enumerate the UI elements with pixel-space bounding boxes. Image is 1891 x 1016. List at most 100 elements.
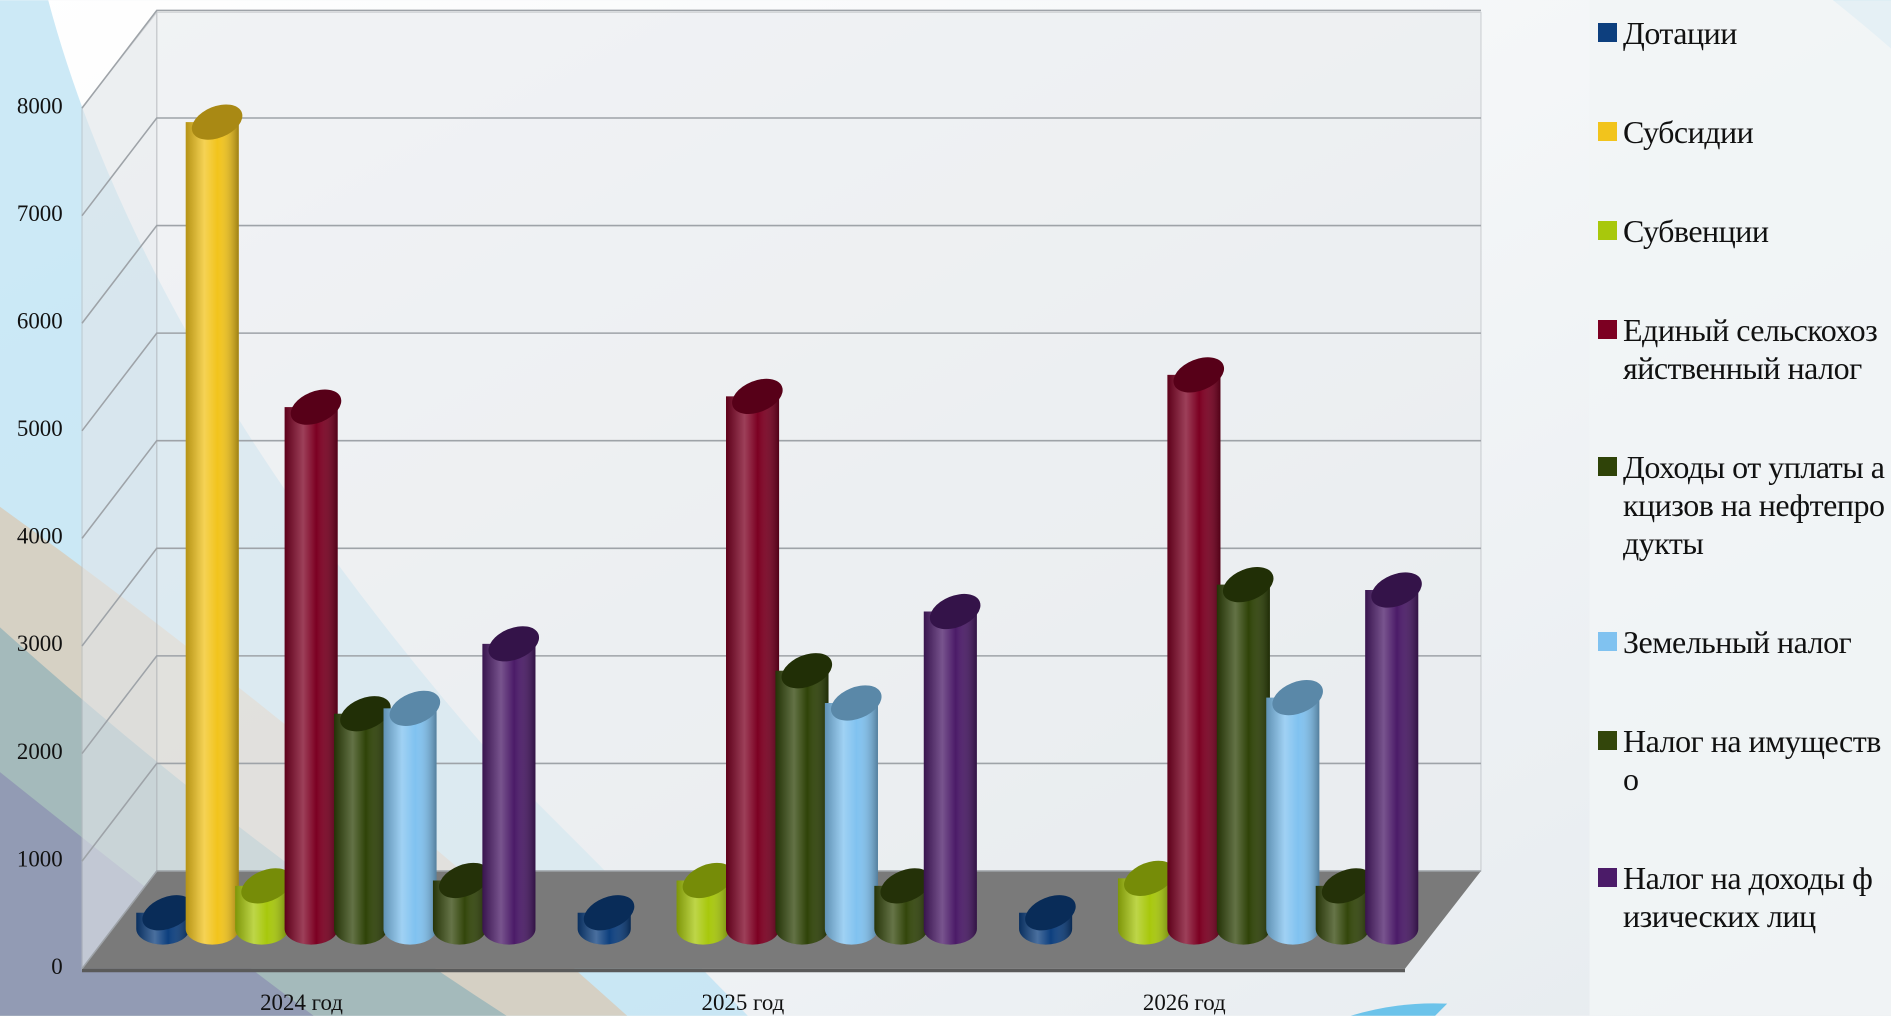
y-tick-label: 5000	[17, 416, 63, 441]
legend-swatch	[1598, 221, 1617, 240]
grid-line	[81, 655, 1481, 755]
bar-top	[142, 895, 193, 931]
bar-top	[241, 868, 292, 904]
bar-shade	[1216, 584, 1270, 945]
bar-top	[1173, 357, 1225, 393]
bar	[923, 593, 981, 945]
legend-swatch	[1598, 868, 1617, 887]
y-tick-label: 3000	[17, 631, 63, 656]
legend-item: Налог на доходы физических лиц	[1598, 859, 1888, 935]
grid-line	[81, 439, 1481, 539]
bar-shade	[482, 643, 536, 945]
bar-top	[488, 626, 540, 662]
bar-shade	[1167, 374, 1221, 945]
bar-top	[1371, 572, 1422, 608]
grid-line	[81, 224, 1481, 324]
decor-swoosh	[1350, 1003, 1448, 1016]
bar-top	[880, 868, 931, 904]
bar	[136, 895, 193, 945]
bar	[1365, 572, 1422, 945]
legend: Дотации Субсидии Субвенции Единый сельскохо…	[1598, 14, 1888, 935]
grid-line	[81, 870, 1481, 970]
bar-shade	[923, 611, 977, 945]
legend-swatch	[1598, 23, 1617, 42]
grid-line	[81, 547, 1481, 647]
bar-shade	[1365, 590, 1419, 945]
grid	[81, 9, 1481, 970]
bar-shade	[1266, 697, 1320, 945]
legend-label: Налог на имущество	[1623, 723, 1881, 797]
bar	[1019, 895, 1076, 945]
y-tick-label: 1000	[17, 846, 63, 871]
y-tick-label: 0	[51, 954, 62, 979]
bar-shade	[334, 713, 388, 945]
bar-shade	[185, 122, 239, 945]
x-tick-label: 2024 год	[260, 990, 343, 1015]
legend-label: Земельный налог	[1623, 624, 1852, 660]
bar-shade	[383, 708, 437, 945]
bar	[1266, 679, 1323, 945]
legend-label: Дотации	[1623, 15, 1737, 51]
legend-label: Субсидии	[1623, 114, 1754, 150]
bar-top	[1321, 868, 1373, 904]
legend-label: Налог на доходы физических лиц	[1623, 860, 1873, 934]
floor-edge	[82, 968, 1405, 973]
legend-item: Доходы от уплаты акцизов на нефтепродукт…	[1598, 448, 1888, 562]
legend-item: Налог на имущество	[1598, 722, 1888, 798]
bar	[577, 895, 635, 945]
y-tick-label: 8000	[17, 93, 63, 118]
legend-swatch	[1598, 122, 1617, 141]
bar	[383, 690, 441, 945]
grid-line	[81, 117, 1481, 217]
legend-swatch	[1598, 731, 1617, 750]
bar-top	[1124, 860, 1175, 896]
legend-swatch	[1598, 457, 1617, 476]
bar-top	[290, 389, 342, 425]
legend-item: Субсидии	[1598, 113, 1888, 151]
y-tick-label: 2000	[17, 739, 63, 764]
y-tick-label: 4000	[17, 524, 63, 549]
bar	[432, 862, 490, 945]
bar-top	[191, 104, 243, 140]
bar	[874, 868, 931, 945]
grid-line	[81, 762, 1481, 862]
bar-shade	[1117, 878, 1172, 945]
bar	[1117, 860, 1175, 945]
bar	[824, 685, 882, 945]
bar	[1167, 357, 1225, 945]
legend-item: Земельный налог	[1598, 623, 1888, 661]
bar-shade	[824, 702, 878, 945]
legend-item: Дотации	[1598, 14, 1888, 52]
bar-top	[682, 862, 734, 899]
legend-item: Субвенции	[1598, 212, 1888, 250]
bar	[185, 104, 243, 945]
bar	[1315, 868, 1373, 945]
bar-top	[1025, 895, 1076, 931]
bar	[235, 868, 292, 945]
bar-top	[929, 593, 981, 630]
bar	[482, 626, 540, 945]
y-tick-label: 7000	[17, 201, 63, 226]
bar-shade	[726, 396, 780, 945]
bar-top	[732, 378, 783, 415]
legend-label: Единый сельскохозяйственный налог	[1623, 312, 1878, 386]
legend-panel	[1589, 0, 1891, 1016]
grid-line	[81, 9, 1481, 109]
bar	[284, 389, 342, 945]
bar-top	[439, 862, 490, 899]
bar-shade	[432, 880, 487, 945]
decor-swoosh	[0, 772, 314, 1016]
bars	[136, 104, 1422, 945]
bar-top	[1222, 567, 1274, 603]
bar-shade	[775, 670, 829, 945]
legend-swatch	[1598, 320, 1617, 339]
y-tick-label: 6000	[17, 308, 63, 333]
bar-top	[830, 685, 882, 721]
bar	[1216, 567, 1274, 945]
x-tick-label: 2026 год	[1143, 990, 1226, 1015]
bar	[775, 653, 833, 945]
legend-label: Доходы от уплаты акцизов на нефтепродукт…	[1623, 449, 1885, 561]
grid-line	[81, 332, 1481, 432]
